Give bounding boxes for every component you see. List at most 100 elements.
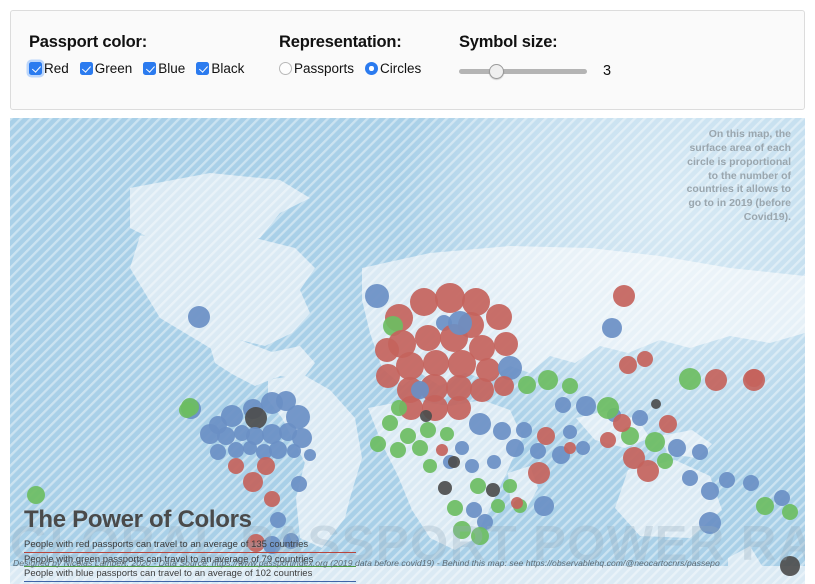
- symbol-circle[interactable]: [447, 500, 463, 516]
- symbol-circle[interactable]: [518, 376, 536, 394]
- symbol-circle[interactable]: [701, 482, 719, 500]
- symbol-circle[interactable]: [448, 456, 460, 468]
- symbol-circle[interactable]: [257, 457, 275, 475]
- symbol-circle[interactable]: [538, 370, 558, 390]
- symbol-circle[interactable]: [365, 284, 389, 308]
- symbol-circle[interactable]: [436, 444, 448, 456]
- symbol-circle[interactable]: [528, 462, 550, 484]
- symbol-circle[interactable]: [269, 441, 287, 459]
- symbol-circle[interactable]: [602, 318, 622, 338]
- symbol-circle[interactable]: [576, 396, 596, 416]
- symbol-circle[interactable]: [651, 399, 661, 409]
- symbol-circle[interactable]: [498, 356, 522, 380]
- symbol-circle[interactable]: [486, 304, 512, 330]
- symbol-circle[interactable]: [486, 483, 500, 497]
- symbol-circle[interactable]: [619, 356, 637, 374]
- symbol-circle[interactable]: [530, 443, 546, 459]
- world-map[interactable]: On this map, the surface area of each ci…: [10, 118, 805, 584]
- symbol-circle[interactable]: [399, 396, 423, 420]
- symbol-circle[interactable]: [376, 364, 400, 388]
- symbol-circle[interactable]: [234, 425, 250, 441]
- symbol-circle[interactable]: [453, 521, 471, 539]
- symbol-circle[interactable]: [782, 504, 798, 520]
- symbol-circle[interactable]: [623, 447, 645, 469]
- symbol-circle[interactable]: [562, 378, 578, 394]
- symbol-circle[interactable]: [420, 410, 432, 422]
- symbol-circle[interactable]: [576, 441, 590, 455]
- symbol-circle[interactable]: [435, 283, 465, 313]
- symbol-circle[interactable]: [774, 490, 790, 506]
- symbol-circle[interactable]: [264, 491, 280, 507]
- symbol-circle[interactable]: [494, 376, 514, 396]
- symbol-circle[interactable]: [469, 335, 495, 361]
- symbol-circle[interactable]: [743, 475, 759, 491]
- symbol-circle[interactable]: [692, 444, 708, 460]
- symbol-circle[interactable]: [448, 350, 476, 378]
- symbol-circle[interactable]: [375, 338, 399, 362]
- symbol-circle[interactable]: [179, 402, 195, 418]
- symbol-circle[interactable]: [391, 400, 407, 416]
- checkbox-black-box[interactable]: [196, 62, 210, 75]
- symbol-circle[interactable]: [477, 514, 493, 530]
- symbol-circle[interactable]: [400, 428, 416, 444]
- symbol-circle[interactable]: [491, 499, 505, 513]
- symbol-circle[interactable]: [446, 375, 472, 401]
- symbol-circle[interactable]: [516, 422, 532, 438]
- symbol-circle[interactable]: [613, 414, 631, 432]
- symbol-circle[interactable]: [247, 534, 265, 552]
- symbol-circle[interactable]: [469, 413, 491, 435]
- symbol-circle[interactable]: [466, 502, 482, 518]
- symbol-circle[interactable]: [292, 428, 312, 448]
- symbol-circle[interactable]: [780, 556, 800, 576]
- symbol-circle[interactable]: [506, 439, 524, 457]
- symbol-circle[interactable]: [200, 424, 220, 444]
- symbol-circle[interactable]: [657, 453, 673, 469]
- symbol-circle[interactable]: [291, 476, 307, 492]
- symbol-circle[interactable]: [465, 459, 479, 473]
- symbol-circle[interactable]: [228, 458, 244, 474]
- symbol-circle[interactable]: [283, 533, 299, 549]
- radio-passports[interactable]: Passports: [279, 61, 354, 76]
- symbol-circle[interactable]: [217, 427, 235, 445]
- symbol-circle[interactable]: [564, 442, 576, 454]
- symbol-circle[interactable]: [304, 449, 316, 461]
- symbol-circle[interactable]: [637, 460, 659, 482]
- symbol-circle[interactable]: [448, 311, 472, 335]
- symbol-circle[interactable]: [659, 415, 677, 433]
- symbol-circle[interactable]: [682, 470, 698, 486]
- checkbox-blue-box[interactable]: [143, 62, 157, 75]
- symbol-size-slider-thumb[interactable]: [488, 63, 504, 79]
- symbol-circle[interactable]: [679, 368, 701, 390]
- symbol-circle[interactable]: [447, 396, 471, 420]
- radio-circles[interactable]: Circles: [365, 61, 421, 76]
- symbol-circle[interactable]: [263, 536, 281, 554]
- radio-circles-dot[interactable]: [365, 62, 379, 75]
- symbol-circle[interactable]: [438, 481, 452, 495]
- symbol-circle[interactable]: [511, 497, 523, 509]
- symbol-circle[interactable]: [476, 358, 500, 382]
- symbol-circle[interactable]: [471, 527, 489, 545]
- symbol-circle[interactable]: [27, 486, 45, 504]
- symbol-circle[interactable]: [287, 444, 301, 458]
- symbol-circle[interactable]: [503, 479, 517, 493]
- checkbox-green[interactable]: Green: [79, 61, 132, 76]
- symbol-circle[interactable]: [423, 459, 437, 473]
- checkbox-red[interactable]: Red: [29, 61, 69, 76]
- symbol-circle[interactable]: [410, 288, 438, 316]
- symbol-circle[interactable]: [621, 427, 639, 445]
- symbol-circle[interactable]: [245, 407, 267, 429]
- symbol-circle[interactable]: [613, 285, 635, 307]
- checkbox-green-box[interactable]: [79, 62, 93, 75]
- symbol-circle[interactable]: [537, 427, 555, 445]
- symbol-circle[interactable]: [440, 427, 454, 441]
- symbol-circle[interactable]: [411, 381, 429, 399]
- symbol-circle[interactable]: [632, 410, 648, 426]
- checkbox-red-box[interactable]: [29, 62, 42, 75]
- symbol-circle[interactable]: [243, 472, 263, 492]
- symbol-circle[interactable]: [563, 425, 577, 439]
- proportional-symbols[interactable]: [10, 118, 805, 584]
- symbol-circle[interactable]: [455, 441, 469, 455]
- symbol-circle[interactable]: [668, 439, 686, 457]
- symbol-circle[interactable]: [462, 288, 490, 316]
- symbol-circle[interactable]: [188, 306, 210, 328]
